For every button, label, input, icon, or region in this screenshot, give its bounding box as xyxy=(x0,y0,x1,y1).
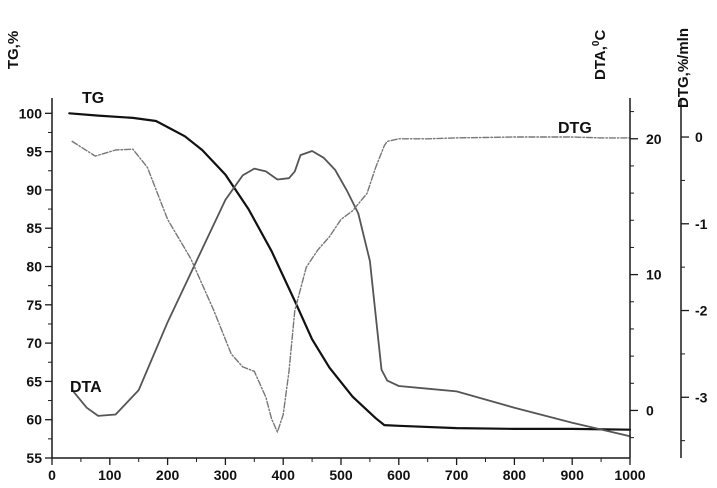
tg-tick-label: 75 xyxy=(26,297,42,313)
dta-tick-label: 10 xyxy=(646,267,662,283)
tg-tick-label: 100 xyxy=(19,105,43,121)
dtg-axis-title: DTG,%/mln xyxy=(675,28,692,108)
tg-tick-label: 85 xyxy=(26,220,42,236)
tg-tick-label: 55 xyxy=(26,450,42,466)
tg-series-line xyxy=(68,112,632,431)
tg-tick-label: 60 xyxy=(26,412,42,428)
x-tick-label: 500 xyxy=(329,467,353,483)
x-tick-label: 900 xyxy=(561,467,585,483)
x-tick-label: 0 xyxy=(48,467,56,483)
dta-tick-label: 0 xyxy=(646,402,654,418)
tg-tick-label: 90 xyxy=(26,182,42,198)
dtg-tick-label: -2 xyxy=(695,303,708,319)
x-tick-label: 100 xyxy=(98,467,122,483)
tg-series-label: TG xyxy=(82,90,104,107)
dtg-series-line xyxy=(71,136,631,433)
tg-axis-title: TG,% xyxy=(5,31,22,69)
dtg-tick-label: 0 xyxy=(695,129,703,145)
x-tick-label: 200 xyxy=(156,467,180,483)
axes xyxy=(45,98,689,465)
dta-axis-title: DTA,0C xyxy=(591,30,609,80)
x-tick-label: 1000 xyxy=(614,467,645,483)
dtg-tick-label: -3 xyxy=(695,389,708,405)
x-tick-label: 600 xyxy=(387,467,411,483)
dtg-tick-label: -1 xyxy=(695,216,708,232)
dtg-series-label: DTG xyxy=(558,120,592,137)
tg-tick-label: 65 xyxy=(26,373,42,389)
x-tick-label: 700 xyxy=(445,467,469,483)
plot-lines xyxy=(68,112,632,438)
dta-tick-label: 20 xyxy=(646,131,662,147)
tg-tick-label: 80 xyxy=(26,259,42,275)
dta-series-line xyxy=(71,150,631,438)
x-tick-label: 300 xyxy=(214,467,238,483)
labels: 0 100 200 300 400 500 600 700 800 900 100055606570… xyxy=(5,28,708,483)
x-tick-label: 800 xyxy=(503,467,527,483)
tg-tick-label: 70 xyxy=(26,335,42,351)
dta-series-label: DTA xyxy=(70,379,102,396)
x-tick-label: 400 xyxy=(272,467,296,483)
tg-tick-label: 95 xyxy=(26,144,42,160)
